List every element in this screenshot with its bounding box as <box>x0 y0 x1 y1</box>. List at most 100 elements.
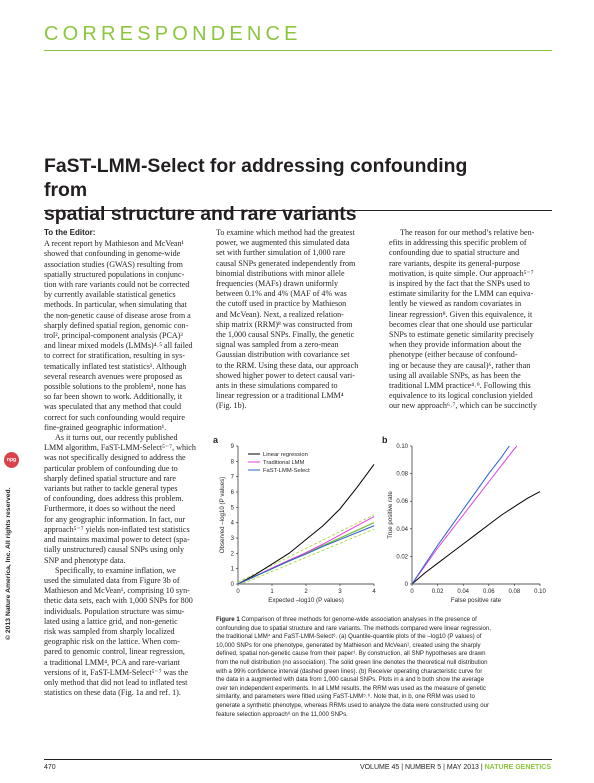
text-line: was speculated that any method that coul… <box>44 402 182 412</box>
copyright-notice: © 2013 Nature America, Inc. All rights r… <box>5 487 12 640</box>
text-line: the cutoff used in practice by Mathieson <box>216 299 347 309</box>
caption-line: 10,000 SNPs for one phenotype, generated… <box>216 641 481 649</box>
text-line: efits in addressing this specific proble… <box>389 238 527 248</box>
text-line: by currently available statistical genet… <box>44 290 176 300</box>
text-line: only method that did not lead to inflate… <box>44 677 188 687</box>
text-line: to correct for stratification, resulting… <box>44 351 185 361</box>
caption-line: defined, spatial non-genetic cause from … <box>216 650 486 658</box>
text-line: risk was sampled from sharply localized <box>44 626 175 636</box>
text-line: ants in these simulations compared to <box>216 381 338 391</box>
figure-caption: Figure 1 Comparison of three methods for… <box>216 616 552 719</box>
text-line: correct for such confounding would requi… <box>44 412 185 422</box>
text-line: lently be viewed as random covariates in <box>389 299 522 309</box>
panel_a-x-tick-label: 1 <box>270 589 274 595</box>
text-line: possible solutions to the problem¹, none… <box>44 382 187 392</box>
panel_a-x-tick-label: 0 <box>236 589 240 595</box>
text-line: our new approach⁶˒⁷, which can be succin… <box>389 401 537 411</box>
legend-label: FaST-LMM-Select <box>263 468 310 474</box>
text-line: variants but rather to tackle general ty… <box>44 484 178 494</box>
caption-line: with a 99% confidence interval (dashed g… <box>216 667 483 675</box>
text-column-1: To the Editor: A recent report by Mathies… <box>44 228 206 698</box>
text-line: frequencies (MAFs) drawn uniformly <box>216 279 339 289</box>
panel_b-x-tick-label: 0.06 <box>483 589 495 595</box>
footer-journal: NATURE GENETICS <box>484 764 551 771</box>
text-line: showed that confounding in genome-wide <box>44 249 181 259</box>
text-line: geographic risk on the lattice. When com… <box>44 637 180 647</box>
panel_a-x-tick-label: 3 <box>338 589 342 595</box>
text-line: to the RRM. Using these data, our approa… <box>216 360 359 370</box>
text-line: SNP and phenotype data. <box>44 555 126 565</box>
panel_a-x-tick-label: 4 <box>372 589 376 595</box>
text-column-2: To examine which method had the greatest… <box>216 228 378 412</box>
text-line: estimate similarity for the LMM can equi… <box>389 289 534 299</box>
panel_a-y-tick-label: 4 <box>231 521 235 527</box>
title-line: spatial structure and rare variants <box>44 203 357 225</box>
text-line: was not specifically designed to address… <box>44 453 186 463</box>
figure-panel-b-label: b <box>382 435 388 445</box>
text-line: SNPs to estimate genetic similarity prec… <box>389 330 534 340</box>
text-line: of confounding, does address this proble… <box>44 494 184 504</box>
caption-line: the data in a augmented with data from 1… <box>216 676 484 684</box>
panel_a-y-axis-label: Observed –log10 (P values) <box>219 477 226 554</box>
text-line: thetic data sets, each with 1,000 SNPs f… <box>44 596 193 606</box>
text-line: linear regression or a traditional LMM⁴ <box>216 391 344 401</box>
text-line: versions of it, FaST-LMM-Select⁵⁻⁷ was t… <box>44 667 189 677</box>
panel_a-y-tick-label: 7 <box>231 475 235 481</box>
caption-line: Figure 1 Comparison of three methods for… <box>216 616 552 625</box>
panel_b-series-line-1 <box>411 445 518 585</box>
text-line: ing or because they are causal)⁶, rather… <box>389 360 531 370</box>
text-line: particular problem of confounding due to <box>44 463 178 473</box>
caption-line: generate a synthetic phenotype, whereas … <box>216 701 490 709</box>
text-line: (Fig. 1b). <box>216 401 247 411</box>
text-line: a traditional LMM⁴, PCA and rare-variant <box>44 657 180 667</box>
legend-label: Traditional LMM <box>263 460 305 466</box>
footer-rule <box>44 759 552 760</box>
text-line: spatially structured populations in conj… <box>44 269 185 279</box>
text-line: binomial distributions with minor allele <box>216 268 345 278</box>
text-line: and linear mixed models (LMMs)⁴˒⁵ all fa… <box>44 341 193 351</box>
panel_b-x-axis-label: False positive rate <box>451 597 502 604</box>
text-line: Gaussian distribution with covariance se… <box>216 350 350 360</box>
text-line: equivalence to its logical conclusion yi… <box>389 391 533 401</box>
text-line: methods. In particular, when simulating … <box>44 300 187 310</box>
panel_a-series-line-0 <box>237 464 375 585</box>
text-line: using all available SNPs, as has been th… <box>389 370 521 380</box>
text-column-3: The reason for our method’s relative ben… <box>389 228 551 412</box>
text-line: is inspired by the fact that the SNPs us… <box>389 279 530 289</box>
text-line: the 1,000 causal SNPs. Finally, the gene… <box>216 330 355 340</box>
panel_b-y-tick-label: 0 <box>405 582 409 588</box>
panel_a-y-tick-label: 9 <box>231 444 235 450</box>
panel_a-y-tick-label: 3 <box>231 536 235 542</box>
text-line: motivation, is quite simple. Our approac… <box>389 268 534 278</box>
panel_b-x-tick-label: 0.04 <box>457 589 469 595</box>
text-line: ship matrix (RRM)⁸ was constructed from <box>216 319 353 329</box>
text-line: and maintains maximal power to detect (s… <box>44 535 190 545</box>
text-line: used the simulated data from Figure 3b o… <box>44 575 180 585</box>
panel_b-x-tick-label: 0.10 <box>534 589 546 595</box>
text-line: association studies (GWAS) resulting fro… <box>44 259 183 269</box>
panel_b-x-tick-label: 0.08 <box>509 589 521 595</box>
text-line: causal SNPs generated independently from <box>216 258 356 268</box>
panel_b-series-line-2 <box>411 445 510 585</box>
figure-1-plots: 0 1 2 3 4 0 1 2 3 4 5 6 7 8 9 Expected –log10 (P values… <box>219 444 546 604</box>
journal-footer: VOLUME 45 | NUMBER 5 | MAY 2013 | NATURE… <box>359 764 551 771</box>
panel_a-y-tick-label: 0 <box>231 582 235 588</box>
text-line: tematically inflated test statistics¹. A… <box>44 361 187 371</box>
caption-line: the traditional LMM⁴ and FaST-LMM-Select… <box>216 633 482 641</box>
text-line: To examine which method had the greatest <box>216 228 355 237</box>
panel_a-y-tick-label: 2 <box>231 551 235 557</box>
caption-text: Comparison of three methods for genome-w… <box>239 616 477 623</box>
footer-number: NUMBER 5 <box>404 764 442 771</box>
text-line: A recent report by Mathieson and McVean¹ <box>44 239 184 249</box>
text-line: power, we augmented this simulated data <box>216 238 350 248</box>
text-line: so far been shown to work. Additionally,… <box>44 392 183 402</box>
salutation: To the Editor: <box>44 228 96 237</box>
text-line: rare variants, despite its general-purpo… <box>389 258 521 268</box>
article-title: FaST-LMM-Select for addressing confoundi… <box>44 154 514 226</box>
text-line: traditional LMM practice⁴˒⁹. Following t… <box>389 381 531 391</box>
panel_b-y-tick-label: 0.02 <box>396 554 408 560</box>
text-line: sharply defined spatial region, genomic … <box>44 320 189 330</box>
footer-volume: VOLUME 45 <box>359 764 400 771</box>
legend-label: Linear regression <box>263 452 308 458</box>
text-line: lated using a lattice grid, and non-gene… <box>44 616 178 626</box>
